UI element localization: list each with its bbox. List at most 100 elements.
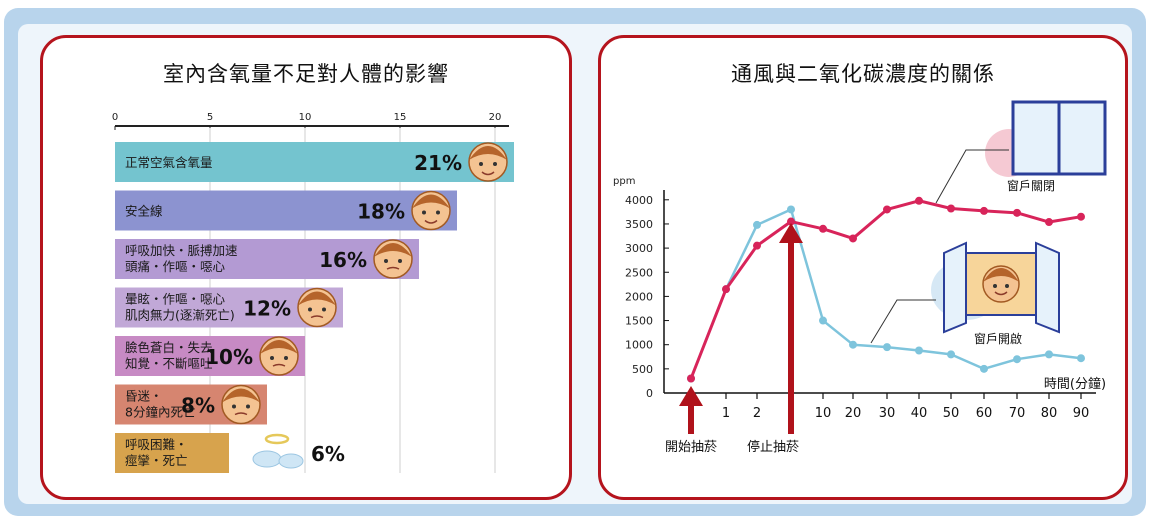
- data-point: [1045, 218, 1053, 227]
- oxygen-panel: 室內含氧量不足對人體的影響 0 5 10 15 20 正常空氣含氧量 21% 安全線 18% 呼吸…: [40, 35, 572, 500]
- bar-value-label: 6%: [311, 442, 345, 466]
- x-tick-label: 0: [112, 112, 118, 123]
- x-tick-label: 30: [879, 406, 896, 421]
- oxygen-bar: [115, 433, 229, 473]
- hair-icon: [412, 194, 450, 209]
- data-point: [849, 340, 857, 349]
- closed-callout-line: [935, 149, 1009, 204]
- co2-chart-title: 通風與二氧化碳濃度的關係: [731, 62, 995, 86]
- eye-icon: [308, 307, 312, 312]
- x-tick-label: 70: [1009, 406, 1026, 421]
- x-tick-label: 80: [1041, 406, 1058, 421]
- bar-category-label: 痙攣・死亡: [125, 453, 188, 468]
- bar-value-label: 21%: [414, 151, 462, 175]
- hair-icon: [983, 268, 1019, 282]
- stop-arrow-shaft: [788, 241, 794, 434]
- data-point: [1013, 355, 1021, 364]
- y-tick-label: 1000: [625, 339, 653, 352]
- data-point: [787, 205, 795, 214]
- y-tick-label: 2500: [625, 266, 653, 279]
- mouth-icon: [234, 412, 248, 416]
- oxygen-bar: [115, 239, 419, 279]
- eye-icon: [493, 162, 497, 166]
- mouth-icon: [424, 219, 438, 224]
- data-point: [883, 343, 891, 352]
- bar-value-label: 8%: [181, 394, 215, 418]
- data-point: [915, 196, 923, 205]
- eye-icon: [322, 307, 326, 312]
- open-window-label: 窗戶開啟: [974, 331, 1022, 346]
- bar-category-label: 暈眩・作嘔・噁心: [125, 292, 226, 307]
- open-shutter-right-icon: [1035, 241, 1060, 334]
- x-tick-label: 10: [299, 112, 312, 123]
- cloud-icon: [252, 450, 282, 468]
- data-point: [787, 217, 795, 226]
- eye-icon: [993, 284, 997, 288]
- y-unit-label: ppm: [613, 176, 635, 187]
- data-point: [980, 364, 988, 373]
- data-point: [1077, 354, 1085, 363]
- bar-value-label: 16%: [319, 248, 367, 272]
- data-point: [1077, 212, 1085, 221]
- start-arrow-icon: [679, 386, 703, 406]
- bar-category-label: 肌肉無力(逐漸死亡): [125, 308, 235, 323]
- y-tick-label: 2000: [625, 290, 653, 303]
- eye-icon: [270, 356, 274, 360]
- x-tick-label: 10: [815, 406, 832, 421]
- x-tick-label: 60: [976, 406, 993, 421]
- mouth-icon: [994, 291, 1008, 296]
- oxygen-bar: [115, 142, 514, 182]
- x-tick-label: 20: [845, 406, 862, 421]
- open-shutter-left-icon: [943, 241, 967, 334]
- x-tick-label: 5: [207, 112, 213, 123]
- oxygen-bar-chart: 0 5 10 15 20 正常空氣含氧量 21% 安全線 18% 呼吸加快・脈搏加速頭痛・作嘔・噁…: [112, 112, 514, 473]
- co2-line-chart: ppm 0 500 1000 1500 2000 2500 3000 3500 4000 1 2 10 2…: [613, 100, 1107, 455]
- data-point: [819, 316, 827, 325]
- data-point: [753, 220, 761, 229]
- bar-category-label: 昏迷・: [125, 389, 163, 404]
- eye-icon: [284, 356, 288, 360]
- bar-category-label: 正常空氣含氧量: [125, 155, 213, 170]
- bar-category-label: 頭痛・作嘔・噁心: [125, 259, 226, 274]
- eye-icon: [436, 210, 440, 215]
- start-arrow-shaft: [688, 404, 694, 434]
- data-point: [947, 350, 955, 359]
- stop-smoking-label: 停止抽菸: [747, 439, 799, 455]
- data-point: [849, 234, 857, 243]
- data-point: [1013, 208, 1021, 217]
- bar-category-label: 呼吸加快・脈搏加速: [125, 243, 238, 258]
- co2-panel: 通風與二氧化碳濃度的關係 ppm 0 500 1000 1500 2000 2500 3000…: [598, 35, 1128, 500]
- bar-value-label: 18%: [357, 200, 405, 224]
- hair-icon: [222, 388, 260, 403]
- mouth-icon: [310, 315, 324, 319]
- x-tick-label: 15: [394, 112, 407, 123]
- hair-icon: [298, 291, 336, 306]
- stop-arrow-icon: [779, 223, 803, 243]
- data-point: [687, 374, 695, 383]
- start-smoking-label: 開始抽菸: [665, 440, 717, 455]
- x-tick-label: 50: [943, 406, 960, 421]
- x-tick-label: 1: [722, 406, 730, 421]
- bar-category-label: 8分鐘內死亡: [125, 405, 195, 420]
- halo-icon: [264, 433, 290, 445]
- cloud-icon: [278, 453, 304, 469]
- x-tick-label: 20: [489, 112, 502, 123]
- eye-icon: [479, 162, 483, 166]
- y-tick-label: 1500: [625, 315, 653, 328]
- oxygen-bar: [115, 190, 457, 231]
- closed-window-label: 窗戶關閉: [1007, 179, 1055, 193]
- bar-category-label: 安全線: [125, 204, 163, 219]
- hair-icon: [374, 243, 412, 257]
- data-point: [947, 204, 955, 213]
- mouth-icon: [386, 266, 400, 270]
- hair-icon: [469, 146, 507, 160]
- eye-icon: [246, 404, 250, 409]
- bar-category-label: 知覺・不斷嘔吐: [125, 356, 213, 371]
- eye-icon: [384, 259, 388, 263]
- hair-icon: [260, 340, 298, 354]
- data-point: [819, 224, 827, 233]
- bar-value-label: 12%: [243, 297, 291, 321]
- y-tick-label: 0: [646, 387, 653, 400]
- x-tick-label: 2: [753, 406, 761, 421]
- bar-value-label: 10%: [205, 345, 253, 369]
